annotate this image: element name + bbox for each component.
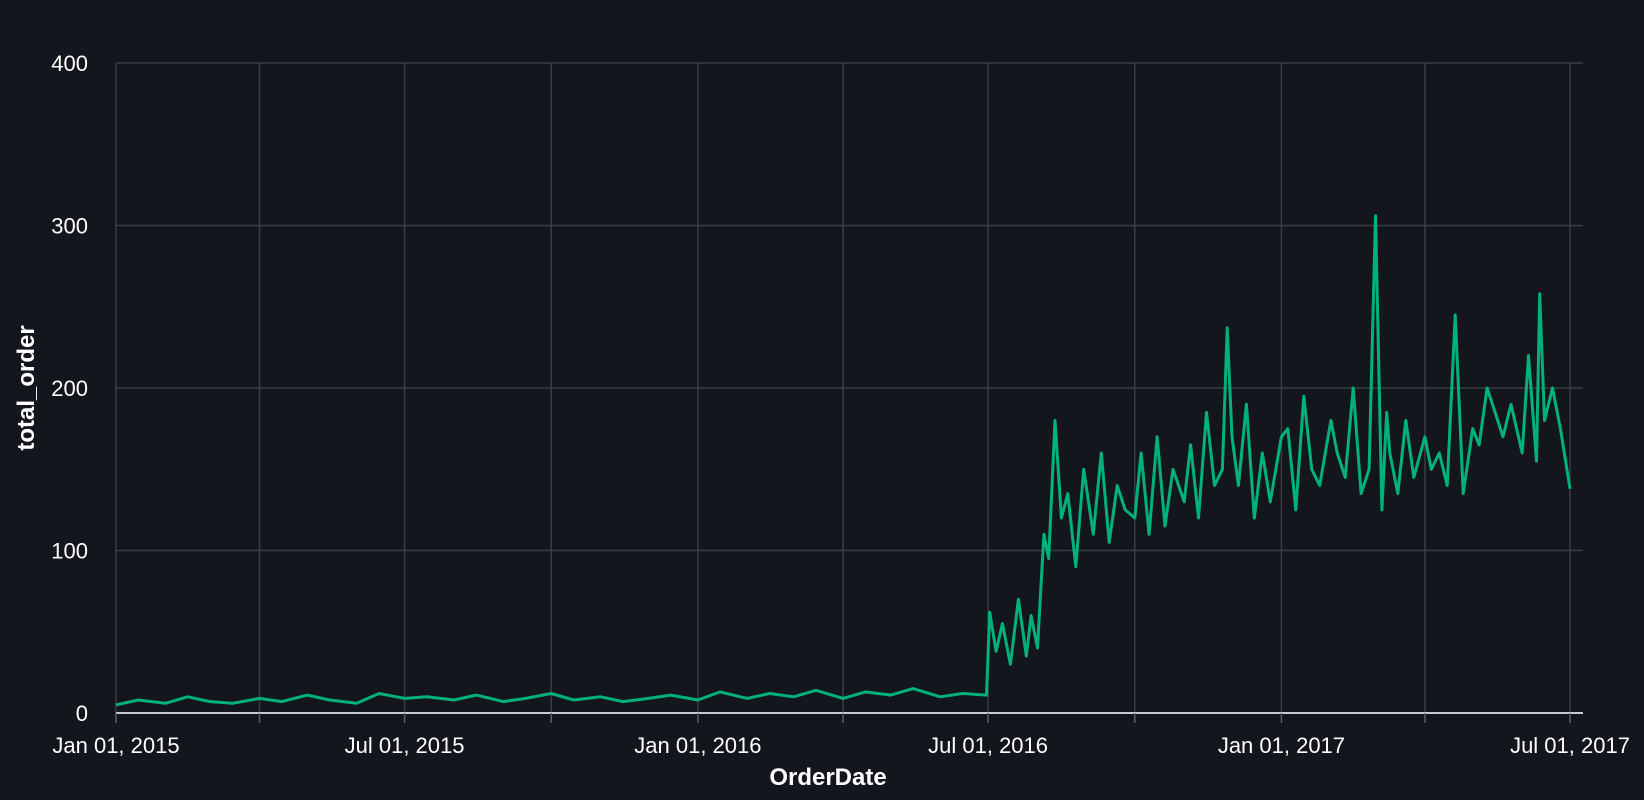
x-axis-ticks — [115, 713, 1571, 723]
x-tick-label: Jan 01, 2016 — [634, 733, 761, 758]
series-group — [115, 214, 1572, 707]
series-line — [115, 214, 1572, 707]
x-tick-label: Jan 01, 2017 — [1218, 733, 1345, 758]
x-tick-label: Jul 01, 2017 — [1510, 733, 1630, 758]
y-axis-title: total_order — [13, 325, 40, 450]
y-axis-tick-labels: 0 100 200 300 400 — [51, 51, 88, 726]
gridlines — [115, 62, 1583, 713]
y-tick-label: 200 — [51, 376, 88, 401]
y-tick-label: 100 — [51, 539, 88, 564]
x-tick-label: Jul 01, 2015 — [345, 733, 465, 758]
x-tick-label: Jan 01, 2015 — [52, 733, 179, 758]
x-tick-label: Jul 01, 2016 — [928, 733, 1048, 758]
x-axis-title: OrderDate — [769, 764, 886, 791]
y-tick-label: 400 — [51, 51, 88, 76]
y-tick-label: 0 — [76, 701, 88, 726]
y-tick-label: 300 — [51, 214, 88, 239]
x-axis-tick-labels: Jan 01, 2015 Jul 01, 2015 Jan 01, 2016 Jul … — [52, 733, 1630, 758]
